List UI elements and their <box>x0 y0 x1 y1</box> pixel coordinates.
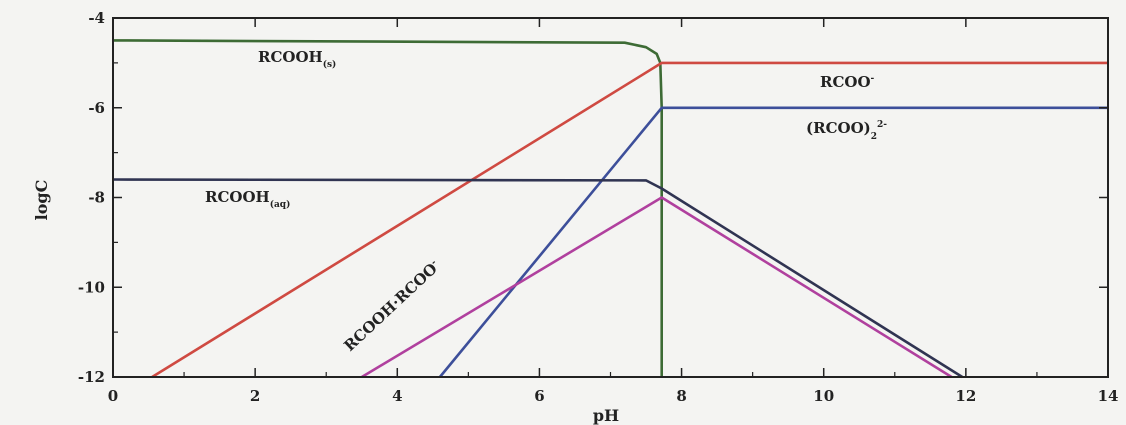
y-tick-label: -6 <box>88 99 105 117</box>
x-tick-label: 6 <box>534 387 544 405</box>
x-tick-label: 10 <box>813 387 834 405</box>
label-acid-soap: RCOOH·RCOO- <box>340 257 443 355</box>
y-tick-label: -8 <box>88 189 105 207</box>
label-rcooh-solid: RCOOH(s) <box>258 48 336 70</box>
label-rcooh-aq: RCOOH(aq) <box>205 188 290 210</box>
axis-layer: 0 2 4 6 8 10 12 14 -4 -6 -8 -10 -12 <box>78 9 1119 405</box>
series-line-acid_soap <box>361 196 953 379</box>
x-axis-title: pH <box>593 406 619 425</box>
y-tick-label: -12 <box>78 368 105 386</box>
series-layer <box>112 39 1108 379</box>
x-tick-label: 12 <box>955 387 976 405</box>
y-axis-title: logC <box>32 180 51 221</box>
x-tick-label: 2 <box>250 387 260 405</box>
x-tick-label: 8 <box>676 387 686 405</box>
label-rcoo2: (RCOO)22- <box>806 119 887 142</box>
y-tick-label: -10 <box>78 278 105 296</box>
x-tick-label: 4 <box>392 387 402 405</box>
x-tick-label: 14 <box>1098 387 1119 405</box>
label-rcoo: RCOO- <box>820 73 875 91</box>
x-tick-label: 0 <box>108 387 118 405</box>
series-line-rcooh_aq <box>112 178 963 379</box>
series-line-rcoo <box>151 61 1108 379</box>
y-tick-label: -4 <box>88 9 105 27</box>
series-line-rcoo2 <box>438 106 1108 378</box>
